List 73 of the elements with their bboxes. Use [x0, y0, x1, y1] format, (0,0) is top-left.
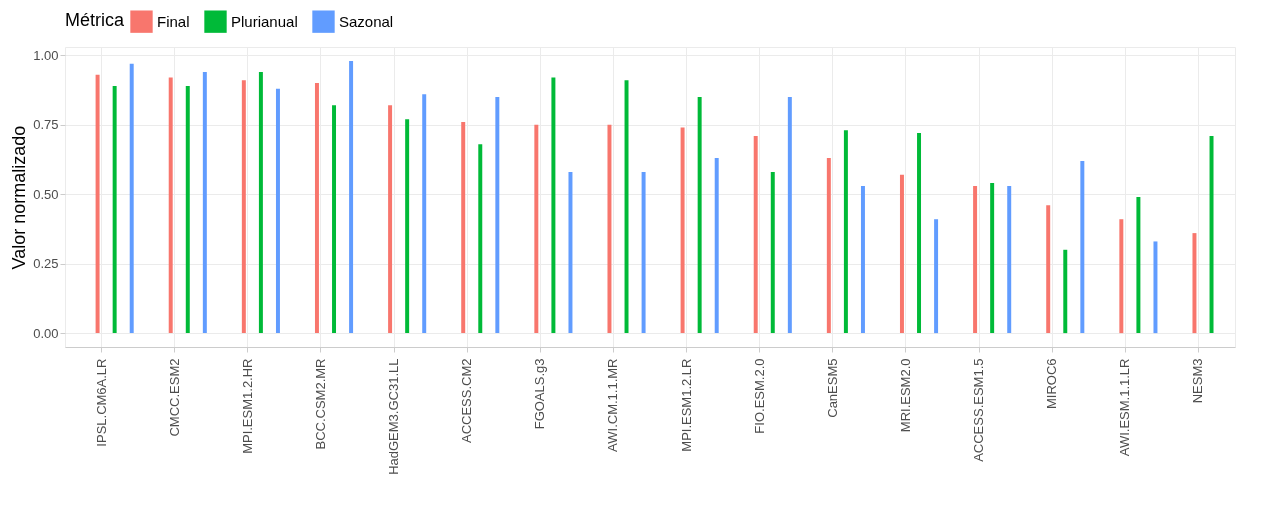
bar: [843, 130, 848, 334]
x-tick-label: BCC.CSM2.MR: [312, 358, 328, 450]
bar: [275, 88, 280, 334]
legend-title: Métrica: [65, 10, 125, 30]
bar: [1063, 249, 1068, 334]
x-tick-label: FGOALS.g3: [532, 358, 548, 430]
bar: [917, 133, 922, 334]
legend-label: Final: [157, 12, 190, 30]
y-tick-label: 1.00: [33, 47, 59, 63]
y-tick-label: 0.75: [33, 117, 59, 133]
y-tick-label: 0.00: [33, 325, 59, 341]
x-tick-label: CanESM5: [824, 358, 840, 418]
bar: [1136, 197, 1141, 334]
x-tick-label: FIO.ESM.2.0: [751, 358, 767, 434]
bar: [973, 185, 978, 334]
bar: [641, 172, 646, 334]
bar: [349, 60, 354, 334]
bar: [1209, 135, 1214, 334]
bar: [258, 72, 263, 334]
bar: [129, 63, 134, 334]
bar: [860, 185, 865, 334]
legend-label: Sazonal: [339, 12, 394, 30]
bar: [607, 124, 612, 334]
bar: [534, 124, 539, 334]
bar: [1119, 219, 1124, 334]
y-axis-title: Valor normalizado: [9, 125, 30, 270]
x-tick-label: HadGEM3.GC31.LL: [386, 358, 402, 475]
bar: [185, 85, 190, 334]
x-tick-label: AWI.ESM.1.1.LR: [1117, 358, 1133, 457]
bar: [405, 119, 410, 334]
bar: [899, 174, 904, 334]
bar: [388, 105, 393, 334]
legend-label: Plurianual: [231, 12, 298, 30]
bar: [787, 97, 792, 334]
bar: [95, 74, 100, 334]
bar: [624, 80, 629, 334]
x-tick-label: NESM3: [1190, 358, 1206, 404]
bar: [770, 172, 775, 334]
bar: [1080, 160, 1085, 334]
bar: [1192, 233, 1197, 334]
x-tick-label: IPSL.CM6A.LR: [93, 358, 109, 447]
bar: [1046, 205, 1051, 334]
bar: [461, 122, 466, 334]
bar: [934, 219, 939, 334]
bar: [112, 85, 117, 334]
x-tick-label: ACCESS.CM2: [459, 358, 475, 444]
bar: [495, 97, 500, 334]
bar: [753, 135, 758, 334]
bar: [551, 77, 556, 334]
bar: [422, 94, 427, 334]
bar: [697, 97, 702, 334]
y-tick-label: 0.25: [33, 256, 59, 272]
bar: [990, 183, 995, 334]
bar: [714, 158, 719, 334]
bar: [568, 172, 573, 334]
x-tick-label: MRI.ESM2.0: [897, 358, 913, 433]
bar: [478, 144, 483, 334]
bar: [680, 127, 685, 334]
bar: [202, 72, 207, 334]
bar: [241, 80, 246, 334]
x-tick-label: MIROC6: [1044, 358, 1060, 410]
y-tick-label: 0.50: [33, 186, 59, 202]
x-tick-label: CMCC.ESM2: [166, 358, 182, 437]
bar: [168, 77, 173, 334]
bar: [1007, 185, 1012, 334]
x-tick-label: AWI.CM.1.1.MR: [605, 358, 621, 452]
bar: [826, 158, 831, 334]
bar: [332, 105, 337, 334]
bar: [314, 83, 319, 334]
x-tick-label: MPI.ESM1.2.HR: [239, 358, 255, 454]
x-tick-label: ACCESS.ESM1.5: [971, 358, 987, 462]
x-tick-label: MPI.ESM1.2.LR: [678, 358, 694, 452]
bar: [1153, 241, 1158, 334]
